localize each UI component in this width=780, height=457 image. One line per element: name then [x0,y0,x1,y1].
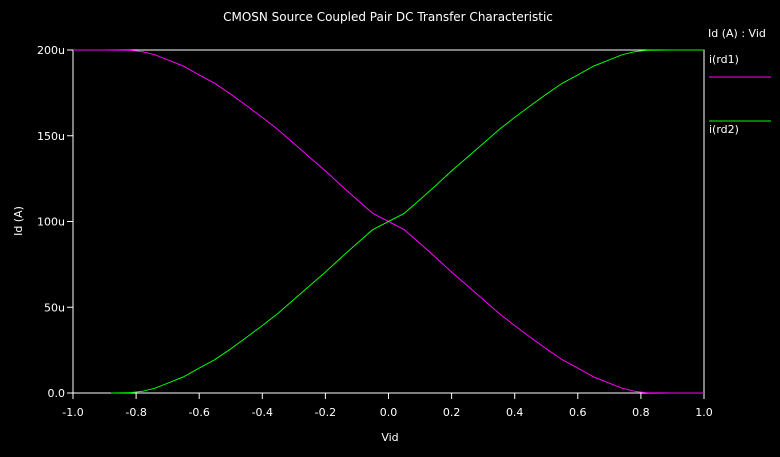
x-tick-label: 1.0 [695,406,713,419]
x-tick-label: -0.2 [315,406,336,419]
x-tick-label: -0.8 [125,406,146,419]
y-tick-label: 150u [37,130,65,143]
y-tick-label: 0.0 [48,387,66,400]
x-tick-label: 0.6 [569,406,587,419]
legend-title: Id (A) : Vid [708,27,766,40]
legend-label: i(rd1) [709,53,739,66]
x-tick-label: -1.0 [62,406,83,419]
x-axis-label: Vid [381,431,398,444]
x-tick-label: -0.6 [188,406,209,419]
legend-label: i(rd2) [709,123,739,136]
y-tick-label: 200u [37,44,65,57]
y-axis-ticks: 0.0 50u 100u 150u 200u [37,44,73,400]
x-tick-label: 0.4 [506,406,524,419]
x-tick-label: 0.0 [380,406,398,419]
x-tick-label: 0.2 [443,406,461,419]
y-tick-label: 50u [44,301,65,314]
x-axis-ticks: -1.0 -0.8 -0.6 -0.4 -0.2 0.0 0.2 0.4 0.6 0.8 1.0 [62,393,713,419]
x-tick-label: 0.8 [632,406,650,419]
x-tick-label: -0.4 [252,406,273,419]
series-line-ird2 [110,49,704,394]
legend: i(rd1) i(rd2) [709,53,771,136]
chart-title: CMOSN Source Coupled Pair DC Transfer Ch… [223,10,553,24]
y-tick-label: 100u [37,216,65,229]
y-axis-label: Id (A) [12,206,25,236]
series-layer [73,49,704,394]
